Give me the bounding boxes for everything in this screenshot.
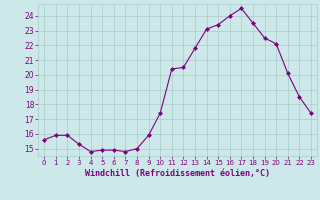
X-axis label: Windchill (Refroidissement éolien,°C): Windchill (Refroidissement éolien,°C) [85,169,270,178]
